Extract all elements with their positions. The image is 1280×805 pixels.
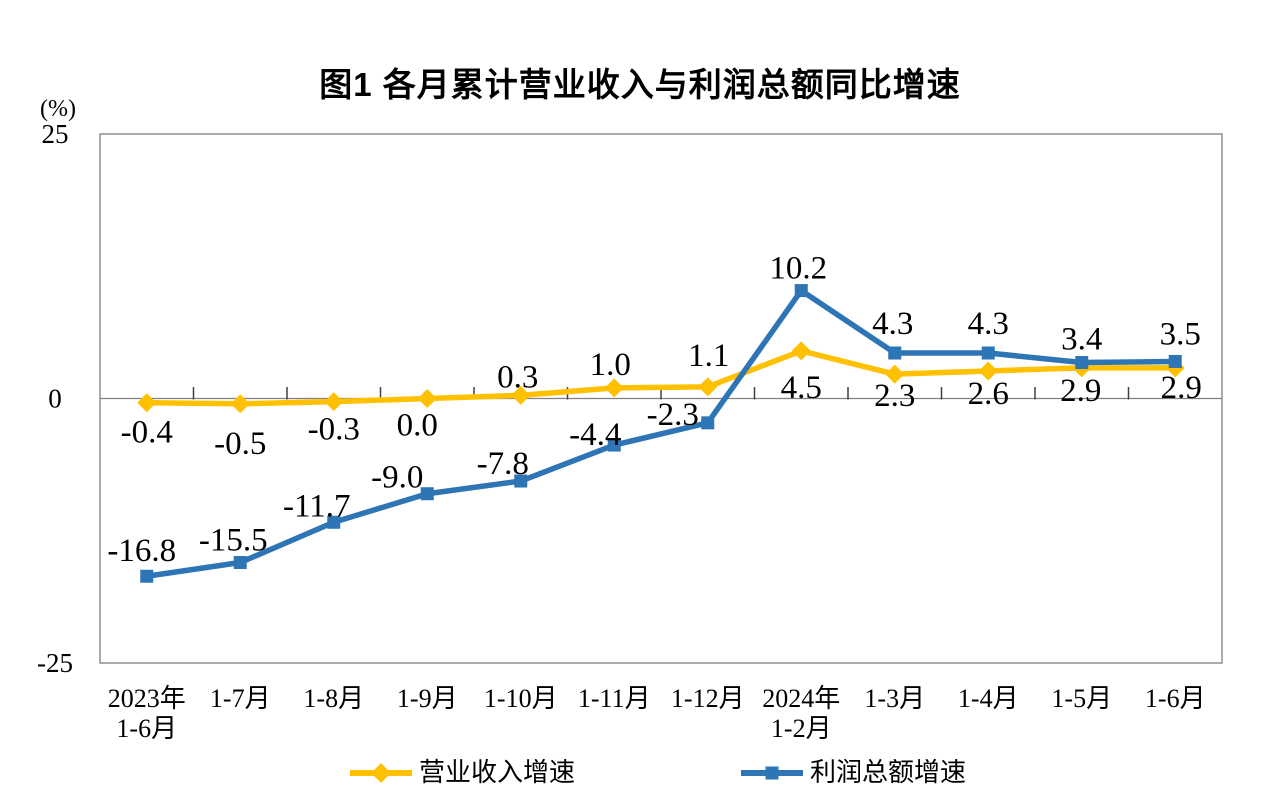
profit-series-marker: [888, 346, 902, 360]
data-label: 4.3: [968, 306, 1009, 342]
x-axis-label: 1-4月: [958, 684, 1019, 713]
data-label: -2.3: [647, 397, 699, 433]
data-label: 3.5: [1160, 316, 1201, 352]
x-axis-label: 1-9月: [397, 684, 458, 713]
profit-series-marker: [607, 438, 621, 452]
profit-series-marker: [233, 555, 247, 569]
profit-series-line: [144, 287, 1178, 579]
profit-series-marker: [514, 474, 528, 488]
data-label: -4.4: [569, 417, 621, 453]
data-label: 2.9: [1060, 373, 1101, 409]
x-axis-label: 1-10月: [484, 684, 558, 713]
data-label: 3.4: [1061, 322, 1102, 358]
profit-series-marker: [420, 487, 434, 501]
revenue-series-marker: [978, 361, 998, 381]
data-label: -16.8: [107, 533, 176, 569]
revenue-legend-label: 营业收入增速: [418, 758, 575, 787]
revenue-series-marker: [324, 392, 344, 412]
legend-item-profit: 利润总额增速: [741, 760, 966, 786]
revenue-legend-marker: [349, 763, 412, 783]
data-label: -9.0: [371, 460, 423, 496]
y-axis-unit-label: (%): [40, 96, 76, 122]
data-label: -0.5: [214, 426, 266, 462]
data-label: 1.1: [688, 338, 729, 374]
profit-legend-label: 利润总额增速: [810, 758, 967, 787]
profit-series-marker: [794, 284, 808, 298]
x-axis-label: 1-3月: [864, 684, 925, 713]
revenue-series-marker: [698, 377, 718, 397]
chart-title: 图1 各月累计营业收入与利润总额同比增速: [319, 66, 961, 103]
data-label: -0.4: [121, 415, 173, 451]
chart-legend: 营业收入增速 利润总额增速: [18, 760, 1280, 786]
revenue-series-marker: [511, 385, 531, 405]
revenue-series-marker: [417, 389, 437, 408]
data-label: -15.5: [199, 522, 268, 558]
data-label: 0.0: [397, 408, 438, 444]
data-label: -7.8: [477, 446, 529, 482]
revenue-series-marker: [791, 341, 811, 361]
revenue-series-marker: [885, 364, 905, 384]
legend-item-revenue: 营业收入增速: [349, 758, 575, 787]
profit-series-marker: [1075, 356, 1089, 370]
x-axis-label: 1-2月: [771, 714, 832, 743]
data-label: 1.0: [590, 347, 631, 383]
x-axis-label: 1-6月: [116, 714, 177, 743]
data-label: 4.3: [872, 306, 913, 342]
profit-series-marker: [327, 515, 341, 529]
profit-series-marker: [1168, 354, 1182, 368]
data-label: 2.9: [1161, 370, 1202, 406]
data-label: 2.3: [874, 378, 915, 414]
profit-series-marker: [981, 346, 995, 360]
data-label: 4.5: [781, 370, 822, 406]
x-axis-label: 1-6月: [1145, 684, 1206, 713]
data-label: -0.3: [308, 412, 360, 448]
data-label: 2.6: [968, 376, 1009, 412]
square-icon: [765, 766, 779, 780]
x-axis-label: 2023年: [108, 684, 186, 713]
y-axis-tick-label: -25: [37, 648, 73, 678]
revenue-series-marker: [604, 378, 624, 398]
profit-series-marker: [701, 416, 715, 430]
data-label: 0.3: [497, 359, 538, 395]
x-axis-label: 1-11月: [578, 684, 651, 713]
x-axis-label: 2024年: [762, 684, 840, 713]
revenue-series-marker: [137, 393, 157, 413]
data-label: -11.7: [283, 488, 351, 524]
data-label: 10.2: [769, 251, 827, 287]
x-axis-label: 1-12月: [671, 684, 745, 713]
y-axis-tick-label: 25: [42, 119, 69, 149]
revenue-series-line: [144, 348, 1178, 407]
profit-series-marker: [140, 569, 154, 583]
x-axis-label: 1-8月: [303, 684, 364, 713]
diamond-icon: [371, 763, 391, 783]
profit-legend-marker: [741, 766, 803, 780]
y-axis-tick-label: 0: [48, 384, 62, 414]
x-axis-label: 1-5月: [1051, 684, 1112, 713]
x-axis-label: 1-7月: [210, 684, 271, 713]
revenue-series-marker: [230, 394, 250, 414]
